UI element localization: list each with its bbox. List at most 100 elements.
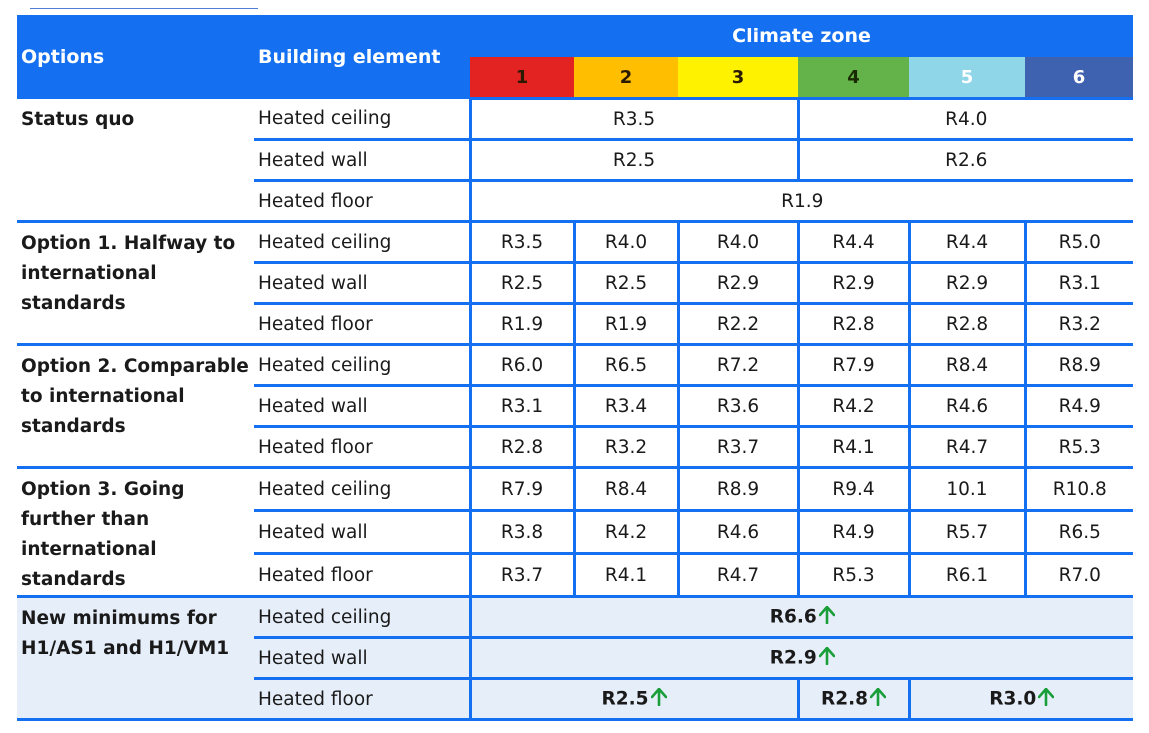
element-label: Heated ceiling <box>254 98 472 141</box>
table-row: Heated wall R2.9 <box>17 637 1134 680</box>
element-label: Heated ceiling <box>254 344 472 387</box>
value-cell: R2.5 <box>470 139 798 182</box>
value-cell: R2.6 <box>796 139 1134 182</box>
value-cell: R4.4 <box>907 221 1025 264</box>
value-cell: R3.5 <box>470 98 798 141</box>
value-cell: R7.2 <box>676 344 798 387</box>
value-cell: R9.4 <box>796 467 909 512</box>
value-cell: R6.6 <box>470 596 1134 639</box>
value-cell: R3.1 <box>470 385 574 428</box>
option-2-label: Option 2. Comparable to international st… <box>17 344 254 469</box>
top-rule <box>30 8 258 9</box>
element-label: Heated ceiling <box>254 221 472 264</box>
value-text: R2.5 <box>601 688 649 709</box>
value-cell: R2.8 <box>796 678 909 721</box>
value-cell: R2.5 <box>572 262 678 305</box>
element-label: Heated floor <box>254 553 472 598</box>
table-row: Option 3. Going further than internation… <box>17 467 1134 598</box>
value-cell: R2.2 <box>676 303 798 346</box>
table-row: Option 1. Halfway to international stand… <box>17 221 1134 346</box>
value-text: R3.0 <box>989 688 1037 709</box>
value-cell: R1.9 <box>470 180 1134 223</box>
value-cell: R6.0 <box>470 344 574 387</box>
table-row: Status quo Heated ceiling R3.5 R4.0 <box>17 98 1134 223</box>
up-arrow-icon <box>1037 687 1055 711</box>
table-row: Heated floor R3.7 R4.1 R4.7 R5.3 R6.1 R7.0 <box>17 553 1134 598</box>
value-cell: R2.9 <box>676 262 798 305</box>
new-minimums-label: New minimums for H1/AS1 and H1/VM1 <box>17 596 254 721</box>
value-cell: R3.2 <box>1023 303 1134 346</box>
value-cell: R3.2 <box>572 426 678 469</box>
element-label: Heated ceiling <box>254 467 472 512</box>
value-cell: R3.7 <box>676 426 798 469</box>
value-cell: R3.0 <box>907 678 1134 721</box>
up-arrow-icon <box>818 646 836 670</box>
value-cell: R4.2 <box>796 385 909 428</box>
table-row: Heated wall R2.5 R2.5 R2.9 R2.9 R2.9 R3.1 <box>17 262 1134 305</box>
value-cell: R1.9 <box>470 303 574 346</box>
up-arrow-icon <box>818 605 836 629</box>
value-cell: R2.8 <box>796 303 909 346</box>
table-row: Heated wall R3.1 R3.4 R3.6 R4.2 R4.6 R4.9 <box>17 385 1134 428</box>
up-arrow-icon <box>869 687 887 711</box>
value-cell: R4.0 <box>572 221 678 264</box>
zone-4-header: 4 <box>798 57 909 100</box>
value-cell: R3.5 <box>470 221 574 264</box>
value-cell: R4.1 <box>796 426 909 469</box>
building-element-header: Building element <box>254 15 470 99</box>
table-row: New minimums for H1/AS1 and H1/VM1 Heate… <box>17 596 1134 721</box>
element-label: Heated wall <box>254 262 472 305</box>
zone-6-header: 6 <box>1025 57 1134 100</box>
status-quo-label: Status quo <box>17 98 254 223</box>
zone-3-header: 3 <box>678 57 798 100</box>
value-cell: R5.3 <box>1023 426 1134 469</box>
value-cell: R4.9 <box>1023 385 1134 428</box>
value-cell: R1.9 <box>572 303 678 346</box>
table-row: Heated floor R1.9 R1.9 R2.2 R2.8 R2.8 R3.2 <box>17 303 1134 346</box>
value-cell: R3.4 <box>572 385 678 428</box>
options-header: Options <box>17 15 254 99</box>
up-arrow-icon <box>650 687 667 711</box>
element-label: Heated wall <box>254 637 472 680</box>
value-cell: R7.9 <box>470 467 574 512</box>
element-label: Heated wall <box>254 139 472 182</box>
value-cell: R4.7 <box>907 426 1025 469</box>
element-label: Heated floor <box>254 180 472 223</box>
value-cell: R3.7 <box>470 553 574 598</box>
value-cell: R3.6 <box>676 385 798 428</box>
zone-2-header: 2 <box>574 57 678 100</box>
insulation-options-table: Options Building element Climate zone 1 … <box>17 15 1134 721</box>
element-label: Heated wall <box>254 385 472 428</box>
element-label: Heated wall <box>254 510 472 555</box>
value-cell: 10.1 <box>907 467 1025 512</box>
value-cell: R10.8 <box>1023 467 1134 512</box>
option-3-label: Option 3. Going further than internation… <box>17 467 254 598</box>
element-label: Heated floor <box>254 303 472 346</box>
value-cell: R3.8 <box>470 510 574 555</box>
value-cell: R2.9 <box>796 262 909 305</box>
value-cell: R6.1 <box>907 553 1025 598</box>
value-cell: R5.3 <box>796 553 909 598</box>
value-cell: R4.4 <box>796 221 909 264</box>
table-row: Heated floor R1.9 <box>17 180 1134 223</box>
option-1-label: Option 1. Halfway to international stand… <box>17 221 254 346</box>
value-cell: R3.1 <box>1023 262 1134 305</box>
value-cell: R8.4 <box>572 467 678 512</box>
value-cell: R8.9 <box>676 467 798 512</box>
value-text: R6.6 <box>769 606 817 627</box>
table-row: Heated wall R3.8 R4.2 R4.6 R4.9 R5.7 R6.5 <box>17 510 1134 555</box>
value-cell: R4.6 <box>907 385 1025 428</box>
value-cell: R5.0 <box>1023 221 1134 264</box>
value-cell: R2.9 <box>907 262 1025 305</box>
value-cell: R7.9 <box>796 344 909 387</box>
value-cell: R4.2 <box>572 510 678 555</box>
table-row: Heated floor R2.5 R2.8 R3.0 <box>17 678 1134 721</box>
value-cell: R2.8 <box>470 426 574 469</box>
element-label: Heated floor <box>254 426 472 469</box>
value-cell: R6.5 <box>572 344 678 387</box>
climate-zone-header: Climate zone <box>470 15 1134 57</box>
value-cell: R4.9 <box>796 510 909 555</box>
element-label: Heated floor <box>254 678 472 721</box>
value-text: R2.9 <box>769 647 817 668</box>
value-cell: R8.4 <box>907 344 1025 387</box>
